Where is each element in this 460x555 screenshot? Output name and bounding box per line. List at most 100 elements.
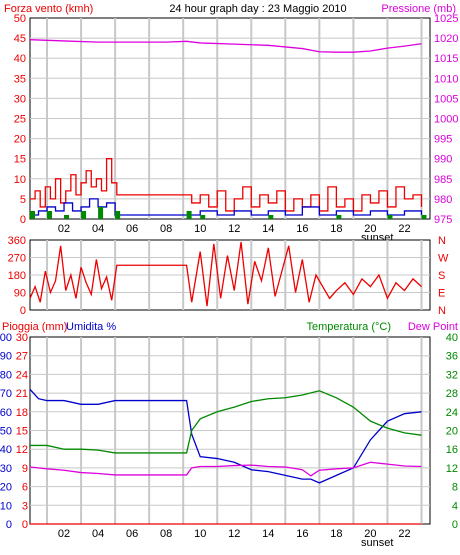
temperature-y-tick-label: 36: [446, 351, 458, 363]
direction-y-tick-label: 360: [8, 235, 26, 247]
pressure-y-tick-label: 985: [434, 174, 452, 186]
wind-panel-x-tick-label: 10: [194, 223, 206, 235]
pressure-y-tick-label: 1015: [434, 53, 458, 65]
temperature-y-tick-label: 8: [452, 482, 458, 494]
humidity-y-tick-label: 40: [0, 444, 12, 456]
rain-y-tick-label: 21: [16, 388, 28, 400]
wind-rain-bar: [268, 214, 274, 219]
wind-panel-x-tick-label: 12: [228, 223, 240, 235]
rain-y-tick-label: 15: [16, 426, 28, 438]
wind-series-gust: [30, 158, 423, 212]
temp-series-temperature: [30, 390, 422, 454]
wind-panel-x-tick-label: 18: [330, 223, 342, 235]
wind-rain-bar: [47, 210, 53, 219]
wind-y-tick-label: 40: [14, 53, 26, 65]
wind-series-wind: [30, 198, 423, 216]
wind-panel-x-tick-label: 22: [398, 223, 410, 235]
pressure-y-tick-label: 975: [434, 214, 452, 226]
humidity-y-tick-label: 90: [0, 351, 12, 363]
wind-panel-x-tick-label: 14: [262, 223, 274, 235]
wind-rain-bar: [387, 214, 393, 219]
temperature-y-tick-label: 16: [446, 444, 458, 456]
wind-rain-bar: [64, 214, 70, 219]
rain-y-tick-label: 18: [16, 407, 28, 419]
rain-y-tick-label: 24: [16, 369, 28, 381]
humidity-y-tick-label: 100: [0, 332, 12, 344]
temp-panel-sunset-label: sunset: [361, 537, 393, 549]
temperature-axis-title: Temperatura (°C): [307, 321, 391, 333]
rain-y-tick-label: 0: [22, 519, 28, 531]
temp-panel-x-tick-label: 14: [262, 528, 274, 540]
wind-rain-bar: [336, 214, 342, 219]
direction-compass-label: S: [438, 270, 445, 282]
direction-compass-label: W: [438, 253, 449, 265]
temp-panel-x-tick-label: 10: [194, 528, 206, 540]
pressure-y-tick-label: 995: [434, 134, 452, 146]
wind-y-tick-label: 20: [14, 134, 26, 146]
wind-y-tick-label: 15: [14, 154, 26, 166]
pressure-axis-title: Pressione (mb): [381, 3, 456, 15]
temperature-y-tick-label: 24: [446, 407, 458, 419]
direction-compass-label: N: [438, 305, 446, 317]
temp-panel-x-tick-label: 18: [330, 528, 342, 540]
temp-series-dewpoint: [29, 461, 422, 477]
rain-y-tick-label: 30: [16, 332, 28, 344]
rain-axis-title: Pioggia (mm): [2, 321, 67, 333]
pressure-y-tick-label: 1000: [434, 114, 458, 126]
humidity-y-tick-label: 60: [0, 407, 12, 419]
temp-panel-x-tick-label: 06: [126, 528, 138, 540]
pressure-y-tick-label: 1025: [434, 13, 458, 25]
rain-y-tick-label: 12: [16, 444, 28, 456]
pressure-y-tick-label: 1010: [434, 73, 458, 85]
temp-panel-x-tick-label: 02: [58, 528, 70, 540]
humidity-axis-title: Umidita %: [66, 321, 116, 333]
humidity-y-tick-label: 20: [0, 482, 12, 494]
temp-panel-x-tick-label: 08: [160, 528, 172, 540]
humidity-y-tick-label: 50: [0, 426, 12, 438]
direction-y-tick-label: 270: [8, 253, 26, 265]
wind-rain-bar: [186, 210, 192, 219]
humidity-y-tick-label: 80: [0, 369, 12, 381]
wind-series-pressure: [29, 39, 422, 53]
wind-y-tick-label: 10: [14, 174, 26, 186]
wind-rain-bar: [30, 210, 35, 219]
direction-y-tick-label: 90: [14, 288, 26, 300]
wind-rain-bar: [421, 214, 427, 219]
humidity-y-tick-label: 0: [6, 519, 12, 531]
pressure-y-tick-label: 1005: [434, 93, 458, 105]
direction-y-tick-label: 0: [20, 305, 26, 317]
direction-compass-label: N: [438, 235, 446, 247]
rain-y-tick-label: 9: [22, 463, 28, 475]
wind-panel-x-tick-label: 02: [58, 223, 70, 235]
temperature-y-tick-label: 32: [446, 369, 458, 381]
pressure-y-tick-label: 990: [434, 154, 452, 166]
wind-y-tick-label: 50: [14, 13, 26, 25]
direction-y-tick-label: 180: [8, 270, 26, 282]
rain-y-tick-label: 3: [22, 500, 28, 512]
wind-y-tick-label: 35: [14, 73, 26, 85]
wind-panel-x-tick-label: 16: [296, 223, 308, 235]
temperature-y-tick-label: 40: [446, 332, 458, 344]
direction-compass-label: E: [438, 288, 445, 300]
wind-panel-x-tick-label: 08: [160, 223, 172, 235]
temp-panel-x-tick-label: 16: [296, 528, 308, 540]
pressure-y-tick-label: 1020: [434, 33, 458, 45]
rain-y-tick-label: 27: [16, 351, 28, 363]
humidity-y-tick-label: 70: [0, 388, 12, 400]
temp-series-humidity: [29, 388, 422, 484]
wind-y-tick-label: 45: [14, 33, 26, 45]
wind-panel-x-tick-label: 04: [92, 223, 104, 235]
humidity-y-tick-label: 30: [0, 463, 12, 475]
wind-rain-bar: [98, 206, 104, 219]
pressure-y-tick-label: 980: [434, 194, 452, 206]
temperature-y-tick-label: 20: [446, 426, 458, 438]
temp-panel-x-tick-label: 20: [364, 528, 376, 540]
humidity-y-tick-label: 10: [0, 500, 12, 512]
temp-panel-x-tick-label: 22: [398, 528, 410, 540]
wind-rain-bar: [81, 210, 87, 219]
wind-panel-x-tick-label: 06: [126, 223, 138, 235]
wind-y-tick-label: 5: [20, 194, 26, 206]
wind-rain-bar: [115, 210, 121, 219]
temperature-y-tick-label: 0: [452, 519, 458, 531]
